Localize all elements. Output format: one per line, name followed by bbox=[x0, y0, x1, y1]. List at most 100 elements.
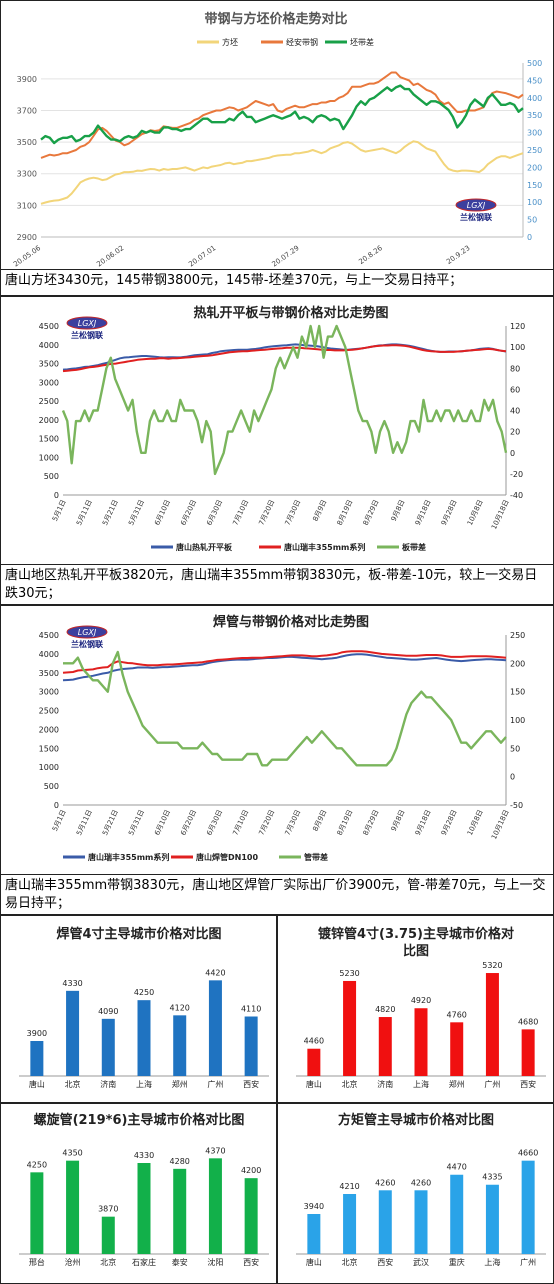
bar-value-label: 4680 bbox=[518, 1017, 538, 1026]
bar-value-label: 4350 bbox=[62, 1149, 82, 1158]
bar bbox=[450, 1174, 464, 1254]
bar bbox=[101, 1216, 115, 1254]
y2-tick-label: 100 bbox=[510, 716, 525, 725]
y2-tick-label: 300 bbox=[527, 129, 542, 138]
bar-value-label: 4210 bbox=[339, 1182, 359, 1191]
bar-value-label: 4460 bbox=[304, 1037, 324, 1046]
x-tick-label: 9月28日 bbox=[440, 808, 459, 836]
y-tick-label: 0 bbox=[54, 491, 59, 500]
logo: LGXJ 兰松钢联 bbox=[66, 316, 108, 340]
x-tick-label: 9月8日 bbox=[390, 808, 407, 832]
legend-label: 唐山瑞丰355mm系列 bbox=[284, 542, 365, 552]
bar-value-label: 4330 bbox=[134, 1151, 154, 1160]
caption-1: 唐山方坯3430元，145带钢3800元，145带-坯差370元，与上一交易日持… bbox=[0, 270, 554, 296]
series-line-3 bbox=[40, 84, 524, 145]
x-tick-label: 7月20日 bbox=[257, 498, 276, 526]
y2-tick-label: 200 bbox=[510, 659, 525, 668]
bar bbox=[521, 1029, 535, 1076]
bar bbox=[244, 1016, 258, 1076]
y-tick-label: 500 bbox=[44, 472, 59, 481]
bar-value-label: 4200 bbox=[241, 1166, 261, 1175]
legend-label: 板带差 bbox=[402, 542, 426, 552]
y-tick-label: 3500 bbox=[39, 669, 59, 678]
bar-chart-title: 螺旋管(219*6)主导城市价格对比图 bbox=[34, 1112, 245, 1128]
bar-galvanized-4in: 镀锌管4寸(3.75)主导城市价格对 比图 4460 唐山 5230 北京 4820 济南 49… bbox=[277, 915, 554, 1103]
legend-label: 坯带差 bbox=[350, 37, 374, 47]
bar-chart-title: 方矩管主导城市价格对比图 bbox=[338, 1112, 494, 1128]
caption-2: 唐山地区热轧开平板3820元，唐山瑞丰355mm带钢3830元，板-带差-10元… bbox=[0, 565, 554, 605]
y2-tick-label: -40 bbox=[510, 491, 523, 500]
y2-tick-label: 250 bbox=[510, 631, 525, 640]
x-tick-label: 5月1日 bbox=[51, 498, 68, 522]
bar bbox=[378, 1017, 392, 1076]
x-tick-label: 6月20日 bbox=[179, 498, 198, 526]
y2-tick-label: -20 bbox=[510, 470, 523, 479]
svg-text:兰松钢联: 兰松钢联 bbox=[71, 330, 103, 340]
galvanized-4in-bar-chart: 镀锌管4寸(3.75)主导城市价格对比图 4460 唐山 5230 北京 4820 济南 49… bbox=[296, 926, 546, 1089]
svg-text:LGXJ: LGXJ bbox=[78, 628, 97, 637]
y2-tick-label: 120 bbox=[510, 322, 525, 331]
y2-tick-label: 150 bbox=[510, 688, 525, 697]
y2-tick-label: 80 bbox=[510, 364, 520, 373]
bar-value-label: 4260 bbox=[411, 1178, 431, 1187]
bar-value-label: 4420 bbox=[205, 968, 225, 977]
bar-value-label: 4280 bbox=[170, 1157, 190, 1166]
x-tick-label: 7月20日 bbox=[257, 808, 276, 836]
legend-label: 唐山焊管DN100 bbox=[196, 852, 258, 862]
y2-tick-label: 200 bbox=[527, 163, 542, 172]
chart-hotrolled-strip: 热轧开平板与带钢价格对比走势图 0 500 1000 1500 2000 2500 3000 3… bbox=[0, 296, 554, 565]
x-tick-label: 9月8日 bbox=[390, 498, 407, 522]
category-label: 唐山 bbox=[29, 1079, 45, 1089]
bar bbox=[378, 1190, 392, 1254]
category-label: 西安 bbox=[243, 1257, 259, 1267]
y-tick-label: 4500 bbox=[39, 631, 59, 640]
series-line-1 bbox=[62, 653, 507, 682]
bar-value-label: 4470 bbox=[447, 1163, 467, 1172]
logo: LGXJ 兰松钢联 bbox=[66, 625, 108, 649]
bar bbox=[307, 1048, 321, 1076]
y-tick-label: 3900 bbox=[17, 75, 37, 84]
category-label: 广州 bbox=[520, 1257, 536, 1267]
bar-value-label: 4090 bbox=[98, 1007, 118, 1016]
bar-value-label: 3940 bbox=[304, 1202, 324, 1211]
y-tick-label: 2500 bbox=[39, 707, 59, 716]
series-line-2 bbox=[40, 71, 524, 159]
hotrolled-strip-chart: 热轧开平板与带钢价格对比走势图0500100015002000250030003… bbox=[39, 305, 526, 552]
x-tick-label: 5月21日 bbox=[101, 498, 120, 526]
x-tick-label: 10月18日 bbox=[490, 498, 511, 530]
y-tick-label: 2000 bbox=[39, 725, 59, 734]
chart-strip-billet: 带钢与方坯价格走势对比 2900 3100 3300 3500 3700 3900 0 50 10… bbox=[0, 0, 554, 270]
welded-4in-bar-chart: 焊管4寸主导城市价格对比图 3900 唐山 4330 北京 4090 济南 4250 上海 412… bbox=[19, 926, 269, 1089]
y-tick-label: 1000 bbox=[39, 763, 59, 772]
x-tick-label: 20.06.02 bbox=[95, 244, 125, 268]
category-label: 上海 bbox=[413, 1079, 429, 1089]
weldedpipe-strip-chart: 焊管与带钢价格对比走势图0500100015002000250030003500… bbox=[39, 614, 526, 862]
x-tick-label: 9月18日 bbox=[414, 498, 433, 526]
bar-chart-title: 比图 bbox=[403, 943, 429, 959]
x-tick-label: 6月30日 bbox=[205, 498, 224, 526]
series-line-3 bbox=[63, 650, 507, 767]
y-tick-label: 3100 bbox=[17, 201, 37, 210]
bar-chart-title: 焊管4寸主导城市价格对比图 bbox=[56, 926, 221, 942]
strip-billet-chart: 带钢与方坯价格走势对比 2900 3100 3300 3500 3700 3900 0 50 10… bbox=[12, 11, 542, 269]
category-label: 西安 bbox=[520, 1079, 536, 1089]
bar-spiral-pipe: 螺旋管(219*6)主导城市价格对比图 4250 邢台 4350 沧州 3870 北京 433… bbox=[0, 1103, 277, 1284]
bar-value-label: 4260 bbox=[375, 1178, 395, 1187]
x-tick-label: 5月31日 bbox=[127, 808, 146, 836]
category-label: 泰安 bbox=[172, 1257, 188, 1267]
category-label: 唐山 bbox=[306, 1257, 322, 1267]
bar bbox=[173, 1015, 187, 1076]
category-label: 北京 bbox=[65, 1079, 81, 1089]
y2-tick-label: 100 bbox=[527, 198, 542, 207]
x-tick-label: 6月10日 bbox=[153, 808, 172, 836]
y2-tick-label: 60 bbox=[510, 385, 520, 394]
category-label: 西安 bbox=[243, 1079, 259, 1089]
y2-tick-label: 50 bbox=[510, 744, 520, 753]
x-tick-label: 9月18日 bbox=[414, 808, 433, 836]
y-tick-label: 2900 bbox=[17, 233, 37, 242]
bar-value-label: 4760 bbox=[447, 1010, 467, 1019]
bar-value-label: 4110 bbox=[241, 1005, 261, 1014]
category-label: 济南 bbox=[377, 1079, 393, 1089]
series-line-2 bbox=[62, 650, 507, 674]
bar-value-label: 3900 bbox=[27, 1029, 47, 1038]
